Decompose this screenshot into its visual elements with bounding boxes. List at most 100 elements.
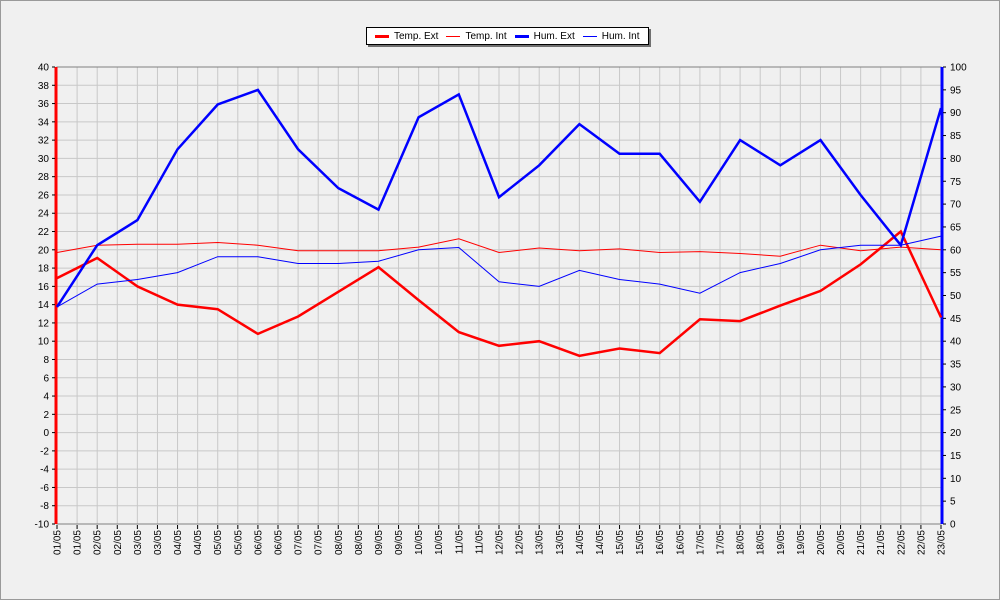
x-tick-label: 21/05 <box>876 530 887 555</box>
x-tick-label: 05/05 <box>213 530 224 555</box>
legend-item-hum-int: Hum. Int <box>582 30 640 42</box>
right-tick-label: 50 <box>950 291 962 302</box>
x-tick-label: 13/05 <box>535 530 546 555</box>
left-tick-label: 32 <box>38 136 50 147</box>
left-tick-label: 26 <box>38 190 50 201</box>
legend: Temp. Ext Temp. Int Hum. Ext Hum. Int <box>366 27 649 45</box>
x-tick-label: 17/05 <box>716 530 727 555</box>
x-tick-label: 16/05 <box>655 530 666 555</box>
series-line-temp-ext <box>56 229 943 358</box>
x-tick-label: 17/05 <box>695 530 706 555</box>
x-tick-label: 19/05 <box>776 530 787 555</box>
left-tick-label: 36 <box>38 99 50 110</box>
x-tick-label: 11/05 <box>474 530 485 555</box>
legend-label: Hum. Int <box>601 30 640 42</box>
series-line-hum-ext <box>55 88 943 308</box>
left-tick-label: 20 <box>38 245 50 256</box>
x-tick-label: 21/05 <box>856 530 867 555</box>
left-tick-label: 38 <box>38 81 50 92</box>
legend-swatch <box>582 35 597 37</box>
x-tick-label: 16/05 <box>675 530 686 555</box>
left-tick-label: 34 <box>38 117 50 128</box>
left-tick-label: -6 <box>40 483 49 494</box>
left-tick-label: 24 <box>38 209 50 220</box>
right-tick-label: 40 <box>950 337 962 348</box>
right-tick-label: 10 <box>950 474 962 485</box>
x-tick-label: 09/05 <box>394 530 405 555</box>
x-tick-label: 06/05 <box>253 530 264 555</box>
x-tick-label: 19/05 <box>796 530 807 555</box>
right-tick-label: 60 <box>950 245 962 256</box>
left-tick-label: -10 <box>35 520 50 531</box>
x-tick-label: 12/05 <box>495 530 506 555</box>
x-tick-label: 03/05 <box>133 530 144 555</box>
x-tick-label: 01/05 <box>53 530 64 555</box>
x-tick-label: 18/05 <box>756 530 767 555</box>
x-tick-label: 10/05 <box>414 530 425 555</box>
left-tick-label: 4 <box>43 392 49 403</box>
x-tick-label: 22/05 <box>896 530 907 555</box>
x-tick-label: 04/05 <box>193 530 204 555</box>
series-line-temp-int <box>56 238 942 257</box>
left-tick-label: 22 <box>38 227 50 238</box>
x-tick-label: 10/05 <box>434 530 445 555</box>
series-line-hum-int <box>56 235 942 308</box>
left-tick-label: 10 <box>38 337 50 348</box>
legend-item-temp-ext: Temp. Ext <box>375 31 438 42</box>
left-tick-label: 6 <box>43 373 49 384</box>
legend-label: Temp. Ext <box>394 30 439 42</box>
legend-label: Temp. Int <box>465 30 507 42</box>
right-tick-label: 45 <box>950 314 962 325</box>
legend-swatch <box>446 35 461 37</box>
left-tick-label: 16 <box>38 282 50 293</box>
x-tick-label: 15/05 <box>635 530 646 555</box>
right-tick-label: 70 <box>950 200 962 211</box>
x-tick-label: 14/05 <box>575 530 586 555</box>
right-tick-label: 100 <box>950 63 967 74</box>
right-tick-label: 30 <box>950 382 962 393</box>
legend-swatch <box>514 34 529 38</box>
x-tick-label: 08/05 <box>334 530 345 555</box>
left-tick-label: 2 <box>43 410 49 421</box>
x-tick-label: 01/05 <box>73 530 84 555</box>
x-tick-label: 02/05 <box>93 530 104 555</box>
right-tick-label: 15 <box>950 451 962 462</box>
x-tick-label: 08/05 <box>354 530 365 555</box>
x-tick-label: 23/05 <box>937 530 948 555</box>
left-tick-label: -4 <box>40 465 49 476</box>
left-tick-label: 40 <box>38 63 50 74</box>
x-tick-label: 03/05 <box>153 530 164 555</box>
x-tick-label: 11/05 <box>454 530 465 555</box>
right-tick-label: 35 <box>950 360 962 371</box>
right-tick-label: 85 <box>950 131 962 142</box>
right-tick-label: 95 <box>950 85 962 96</box>
right-tick-label: 75 <box>950 177 962 188</box>
x-tick-label: 15/05 <box>615 530 626 555</box>
right-tick-label: 65 <box>950 222 962 233</box>
right-tick-label: 20 <box>950 428 962 439</box>
right-tick-label: 80 <box>950 154 962 165</box>
left-tick-label: 30 <box>38 154 50 165</box>
x-tick-label: 02/05 <box>113 530 124 555</box>
x-tick-label: 12/05 <box>515 530 526 555</box>
left-tick-label: 0 <box>43 428 49 439</box>
x-tick-label: 13/05 <box>555 530 566 555</box>
x-tick-label: 07/05 <box>314 530 325 555</box>
legend-label: Hum. Ext <box>533 30 575 42</box>
left-tick-label: 28 <box>38 172 50 183</box>
left-tick-label: -2 <box>40 446 49 457</box>
left-tick-label: 14 <box>38 300 50 311</box>
left-tick-label: -8 <box>40 501 49 512</box>
x-tick-label: 14/05 <box>595 530 606 555</box>
x-tick-label: 20/05 <box>816 530 827 555</box>
left-tick-label: 18 <box>38 264 50 275</box>
right-tick-label: 55 <box>950 268 962 279</box>
left-tick-label: 8 <box>43 355 49 366</box>
x-tick-label: 04/05 <box>173 530 184 555</box>
legend-item-temp-int: Temp. Int <box>446 30 507 42</box>
left-tick-label: 12 <box>38 318 50 329</box>
x-tick-label: 09/05 <box>374 530 385 555</box>
right-tick-label: 5 <box>950 497 956 508</box>
x-tick-label: 18/05 <box>736 530 747 555</box>
